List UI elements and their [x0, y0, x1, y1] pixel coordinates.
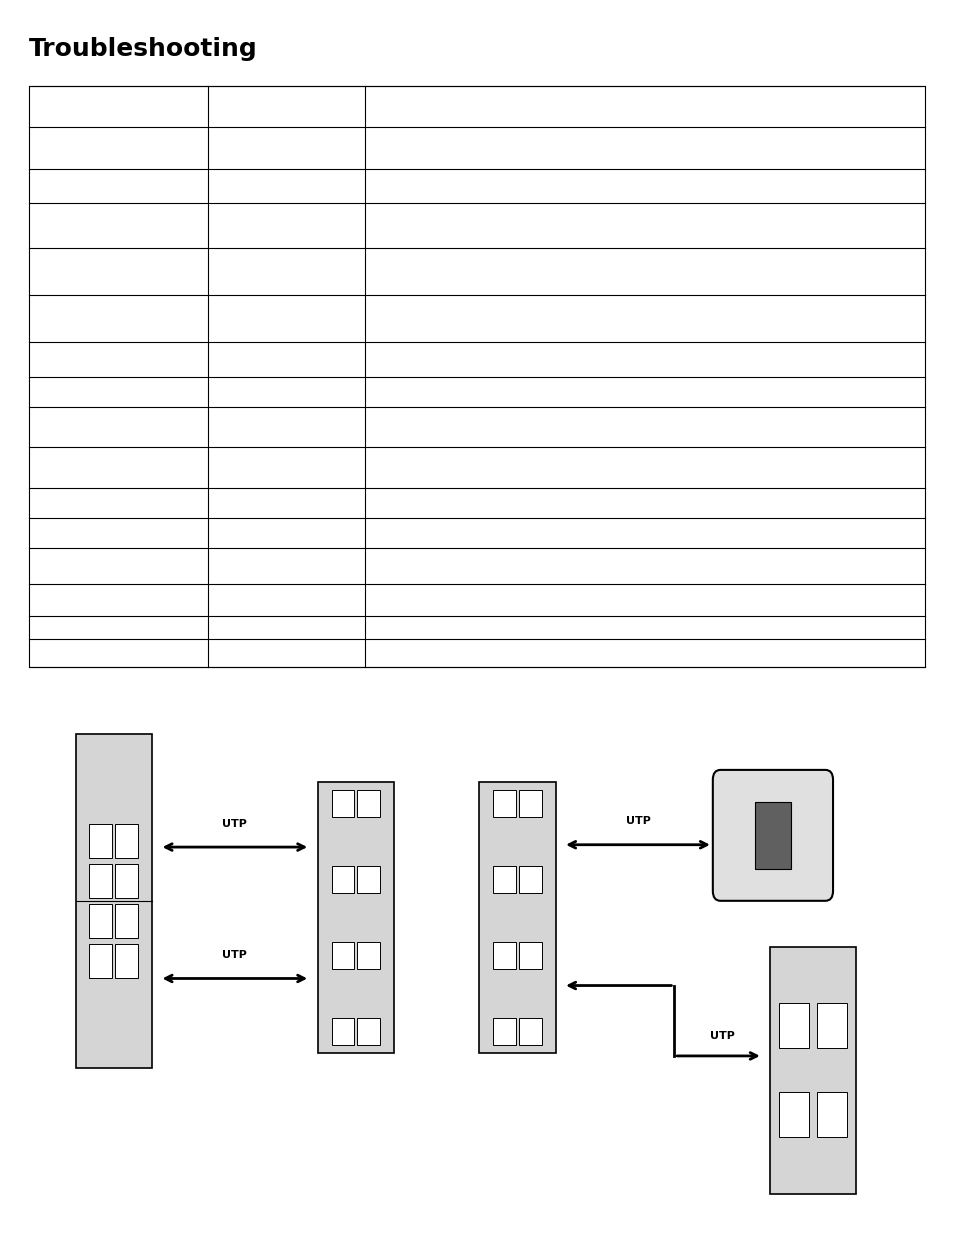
Bar — [331, 790, 354, 818]
Bar — [357, 1018, 380, 1045]
Bar — [90, 864, 112, 898]
Bar — [331, 942, 354, 969]
Bar — [817, 1092, 846, 1136]
Bar — [90, 904, 112, 937]
Bar — [493, 942, 516, 969]
Text: UTP: UTP — [625, 816, 650, 826]
Bar — [90, 825, 112, 858]
Bar — [357, 942, 380, 969]
Bar — [317, 782, 394, 1053]
Bar — [90, 945, 112, 978]
Bar — [115, 945, 138, 978]
Text: UTP: UTP — [709, 1031, 734, 1041]
Bar — [493, 790, 516, 818]
Bar — [518, 942, 541, 969]
Bar — [518, 1018, 541, 1045]
Bar — [518, 866, 541, 893]
FancyBboxPatch shape — [712, 769, 832, 900]
Bar — [29, 86, 924, 667]
Bar — [779, 1003, 808, 1047]
Bar — [478, 782, 555, 1053]
Bar — [817, 1003, 846, 1047]
Bar — [779, 1092, 808, 1136]
Text: Troubleshooting: Troubleshooting — [29, 37, 257, 61]
Bar — [115, 904, 138, 937]
Text: UTP: UTP — [222, 819, 247, 829]
Bar — [75, 735, 152, 1068]
Bar — [115, 864, 138, 898]
Bar — [754, 802, 790, 868]
Text: UTP: UTP — [222, 950, 247, 960]
Bar — [770, 946, 856, 1193]
Bar — [115, 825, 138, 858]
Bar — [357, 866, 380, 893]
Bar — [331, 1018, 354, 1045]
Bar — [357, 790, 380, 818]
Bar — [493, 866, 516, 893]
Bar — [518, 790, 541, 818]
Bar — [493, 1018, 516, 1045]
Bar — [331, 866, 354, 893]
